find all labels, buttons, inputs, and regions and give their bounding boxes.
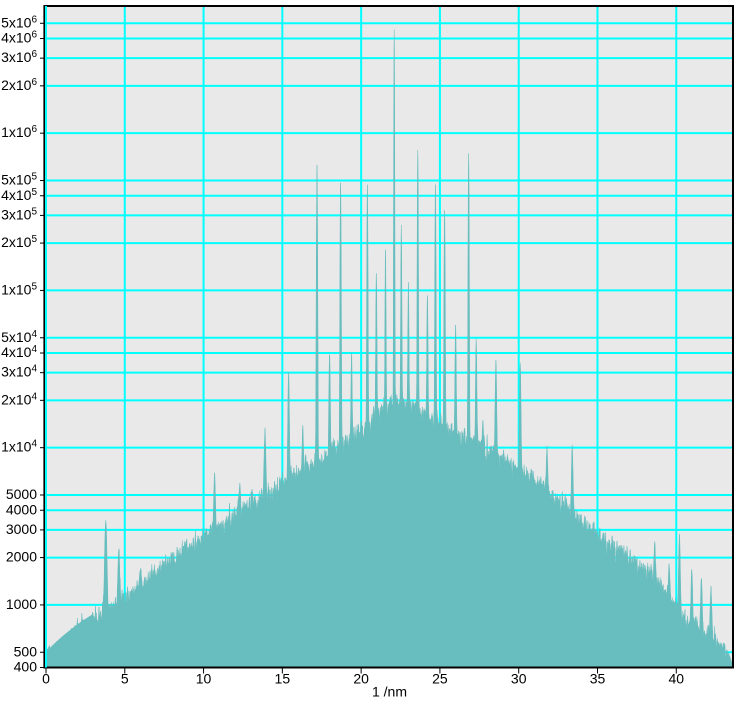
- svg-text:4000: 4000: [6, 501, 37, 517]
- svg-text:35: 35: [590, 671, 606, 687]
- svg-text:1 /nm: 1 /nm: [372, 684, 407, 700]
- svg-text:10: 10: [196, 671, 212, 687]
- svg-text:3000: 3000: [6, 521, 37, 537]
- svg-text:20: 20: [353, 671, 369, 687]
- svg-text:30: 30: [511, 671, 527, 687]
- svg-text:15: 15: [275, 671, 291, 687]
- svg-text:40: 40: [668, 671, 684, 687]
- svg-text:5: 5: [121, 671, 129, 687]
- svg-text:0: 0: [42, 671, 50, 687]
- svg-text:500: 500: [14, 643, 38, 659]
- svg-text:400: 400: [14, 659, 38, 675]
- svg-text:1000: 1000: [6, 596, 37, 612]
- svg-text:25: 25: [432, 671, 448, 687]
- svg-text:5000: 5000: [6, 486, 37, 502]
- svg-text:2000: 2000: [6, 549, 37, 565]
